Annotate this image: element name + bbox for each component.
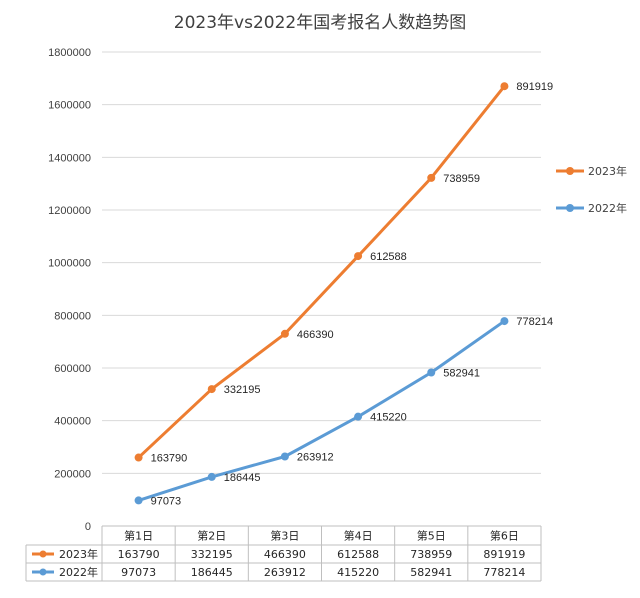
data-point [354,252,363,261]
gridlines [102,51,541,527]
data-point [354,412,363,421]
data-label: 582941 [443,367,480,379]
data-label: 891919 [516,81,553,93]
data-label: 97073 [151,495,182,507]
data-label: 163790 [151,453,188,465]
data-label: 415220 [370,412,407,424]
y-tick-label: 1400000 [48,152,91,164]
data-label: 332195 [224,384,261,396]
table-series-name: 2022年 [59,565,98,579]
x-category-label: 第4日 [344,529,373,543]
y-tick-label: 1200000 [48,205,91,217]
y-tick-label: 600000 [54,363,91,375]
data-point [207,472,216,481]
y-tick-label: 200000 [54,468,91,480]
data-point [207,385,216,394]
table-cell: 263912 [264,566,306,579]
table-cell: 582941 [410,566,452,579]
data-point [427,173,436,182]
series-line-0 [137,85,506,459]
data-label: 263912 [297,452,334,464]
table-cell: 186445 [191,566,233,579]
legend: 2023年 2022年 [556,164,627,215]
series-line-1 [138,319,506,502]
y-axis-ticks: 0 200000 400000 600000 800000 1000000 1200000 1… [48,47,91,533]
data-point [134,453,143,462]
table-legend-marker [39,550,47,558]
chart-title: 2023年vs2022年国考报名人数趋势图 [174,13,466,33]
table-legend-marker [39,568,47,576]
table-cell: 612588 [337,548,379,561]
x-category-label: 第3日 [270,529,299,543]
x-category-label: 第6日 [490,529,519,543]
data-point [500,82,509,91]
table-cell: 738959 [410,548,452,561]
data-labels: 163790 332195 466390 612588 738959 891919 9707… [151,81,554,507]
data-label: 612588 [370,251,407,263]
table-cell: 97073 [121,566,156,579]
table-cell: 891919 [483,548,525,561]
data-label: 778214 [516,316,553,328]
table-cell: 466390 [264,548,306,561]
y-tick-label: 0 [85,521,91,533]
x-category-label: 第5日 [417,529,446,543]
x-category-label: 第1日 [124,529,153,543]
series-lines [134,82,509,505]
y-tick-label: 400000 [54,416,91,428]
data-point [500,317,509,326]
y-tick-label: 1600000 [48,100,91,112]
table-series-name: 2023年 [59,547,98,561]
data-table: 第1日 第2日 第3日 第4日 第5日 第6日 2023年 163790 332195 46639… [25,525,542,582]
data-label: 466390 [297,329,334,341]
table-cell: 778214 [483,566,525,579]
data-label: 186445 [224,472,261,484]
table-cell: 332195 [191,548,233,561]
data-point [280,452,289,461]
data-label: 738959 [443,173,480,185]
legend-marker [566,204,574,212]
legend-item: 2023年 [556,164,627,178]
data-point [134,496,143,505]
legend-item: 2022年 [556,201,627,215]
legend-label: 2022年 [588,201,627,215]
table-cell: 415220 [337,566,379,579]
y-tick-label: 1000000 [48,258,91,270]
legend-label: 2023年 [588,164,627,178]
table-cell: 163790 [118,548,160,561]
data-point [427,368,436,377]
y-tick-label: 1800000 [48,47,91,59]
y-tick-label: 800000 [54,310,91,322]
x-category-label: 第2日 [197,529,226,543]
data-point [280,329,289,338]
legend-marker [566,167,574,175]
